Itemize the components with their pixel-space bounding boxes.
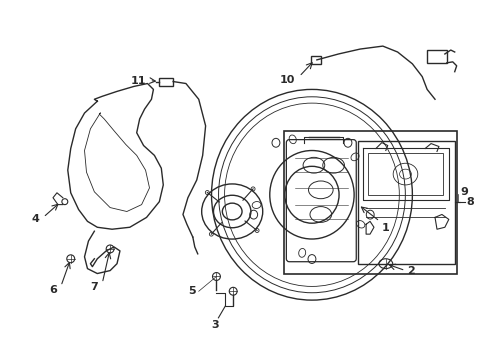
- Bar: [159, 78, 173, 86]
- Text: 8: 8: [466, 197, 474, 207]
- Text: 5: 5: [188, 286, 196, 296]
- Text: 3: 3: [212, 320, 220, 330]
- Text: 2: 2: [408, 266, 415, 276]
- Bar: [358, 141, 455, 264]
- Bar: [284, 131, 457, 274]
- Text: 1: 1: [382, 223, 390, 233]
- Text: 7: 7: [91, 282, 98, 292]
- Bar: [311, 56, 321, 64]
- Text: 11: 11: [131, 76, 147, 86]
- Text: 6: 6: [49, 285, 57, 295]
- Bar: [368, 153, 443, 195]
- Text: 10: 10: [280, 75, 295, 85]
- Text: 9: 9: [461, 187, 468, 197]
- Bar: [427, 50, 447, 63]
- Text: 4: 4: [31, 215, 39, 224]
